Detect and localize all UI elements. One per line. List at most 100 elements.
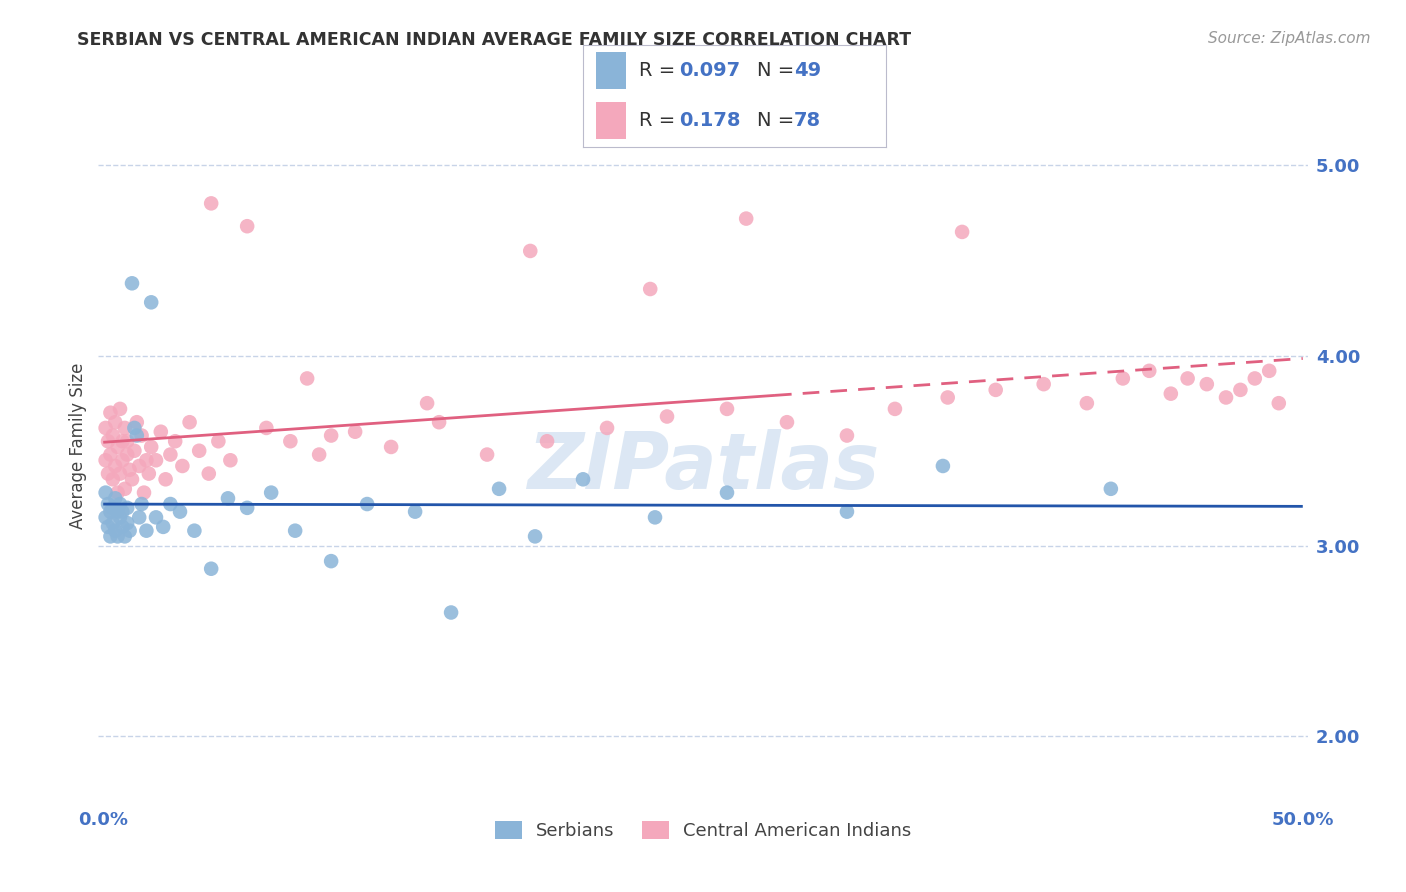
- Point: [1160, 386, 1182, 401]
- Point: [145, 510, 167, 524]
- Point: [115, 448, 138, 462]
- Point: [155, 472, 177, 486]
- Point: [295, 371, 318, 385]
- Point: [1215, 391, 1237, 405]
- Point: [108, 467, 131, 481]
- Point: [1137, 364, 1160, 378]
- Text: SERBIAN VS CENTRAL AMERICAN INDIAN AVERAGE FAMILY SIZE CORRELATION CHART: SERBIAN VS CENTRAL AMERICAN INDIAN AVERA…: [77, 31, 911, 49]
- Point: [121, 277, 143, 291]
- Point: [124, 443, 146, 458]
- Point: [138, 467, 160, 481]
- Text: 0.178: 0.178: [679, 111, 740, 130]
- Text: 0.097: 0.097: [679, 61, 740, 79]
- Point: [217, 491, 239, 506]
- Point: [936, 391, 959, 405]
- Point: [100, 448, 122, 462]
- Point: [159, 448, 181, 462]
- Point: [118, 524, 141, 538]
- Point: [308, 448, 330, 462]
- Point: [135, 453, 157, 467]
- Point: [356, 497, 378, 511]
- Point: [145, 453, 167, 467]
- Point: [1229, 383, 1251, 397]
- Point: [1076, 396, 1098, 410]
- Point: [111, 505, 134, 519]
- Point: [188, 443, 211, 458]
- Point: [114, 529, 136, 543]
- Point: [131, 497, 153, 511]
- Point: [128, 458, 150, 473]
- Text: Source: ZipAtlas.com: Source: ZipAtlas.com: [1208, 31, 1371, 46]
- Bar: [596, 102, 626, 139]
- Point: [735, 211, 758, 226]
- Point: [536, 434, 558, 449]
- Point: [716, 485, 738, 500]
- Point: [1268, 396, 1291, 410]
- Point: [200, 196, 222, 211]
- Point: [1243, 371, 1265, 385]
- Point: [94, 421, 117, 435]
- Point: [197, 467, 219, 481]
- Point: [115, 500, 138, 515]
- Bar: [596, 52, 626, 88]
- Point: [404, 505, 426, 519]
- Point: [169, 505, 191, 519]
- Point: [141, 295, 163, 310]
- Point: [644, 510, 666, 524]
- Text: N =: N =: [758, 61, 801, 79]
- Text: 78: 78: [793, 111, 821, 130]
- Point: [179, 415, 201, 429]
- Point: [115, 434, 138, 449]
- Point: [108, 497, 131, 511]
- Point: [488, 482, 510, 496]
- Point: [284, 524, 307, 538]
- Point: [321, 428, 343, 442]
- Point: [524, 529, 547, 543]
- Point: [219, 453, 242, 467]
- Point: [118, 463, 141, 477]
- Point: [107, 485, 129, 500]
- Point: [104, 458, 127, 473]
- Point: [111, 453, 134, 467]
- Point: [519, 244, 541, 258]
- Point: [183, 524, 205, 538]
- Point: [121, 472, 143, 486]
- Point: [101, 428, 124, 442]
- Point: [950, 225, 973, 239]
- Point: [97, 467, 120, 481]
- Point: [344, 425, 367, 439]
- Point: [835, 505, 858, 519]
- Point: [111, 520, 134, 534]
- Point: [101, 500, 124, 515]
- Point: [108, 401, 131, 416]
- Point: [254, 421, 277, 435]
- Point: [114, 482, 136, 496]
- Point: [1195, 377, 1218, 392]
- Point: [159, 497, 181, 511]
- Point: [236, 500, 259, 515]
- Point: [572, 472, 595, 486]
- Point: [200, 562, 222, 576]
- Point: [107, 440, 129, 454]
- Point: [380, 440, 402, 454]
- Point: [835, 428, 858, 442]
- Point: [207, 434, 229, 449]
- Point: [100, 406, 122, 420]
- Point: [260, 485, 283, 500]
- Text: ZIPatlas: ZIPatlas: [527, 429, 879, 506]
- Legend: Serbians, Central American Indians: Serbians, Central American Indians: [488, 814, 918, 847]
- Point: [111, 434, 134, 449]
- Point: [100, 529, 122, 543]
- Point: [101, 472, 124, 486]
- Point: [100, 505, 122, 519]
- Point: [236, 219, 259, 234]
- Point: [152, 520, 174, 534]
- Point: [1177, 371, 1199, 385]
- Point: [280, 434, 302, 449]
- Point: [596, 421, 619, 435]
- Y-axis label: Average Family Size: Average Family Size: [69, 363, 87, 529]
- Point: [884, 401, 907, 416]
- Point: [107, 529, 129, 543]
- Point: [97, 434, 120, 449]
- Point: [107, 505, 129, 519]
